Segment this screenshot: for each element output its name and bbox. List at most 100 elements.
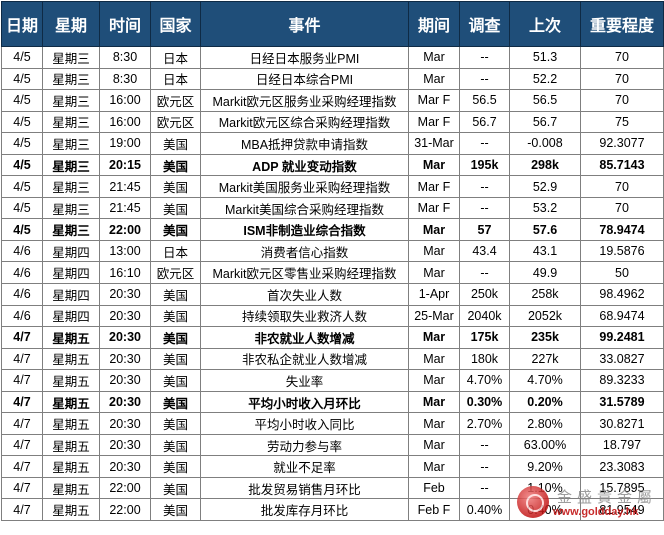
cell-event: Markit欧元区服务业采购经理指数: [200, 89, 409, 112]
cell-country: 美国: [150, 304, 201, 328]
cell-period: Mar: [408, 67, 460, 91]
cell-prior: 56.5: [509, 89, 581, 112]
cell-weekday: 星期五: [42, 326, 100, 349]
cell-weekday: 星期三: [42, 196, 100, 220]
cell-importance: 78.9474: [580, 218, 664, 241]
header-period: 期间: [408, 1, 460, 47]
cell-event: 非农就业人数增减: [200, 326, 409, 349]
cell-period: Mar: [408, 455, 460, 478]
cell-event: 批发贸易销售月环比: [200, 476, 409, 500]
cell-time: 20:30: [99, 412, 151, 435]
cell-prior: 49.9: [509, 261, 581, 285]
table-row: 4/7 星期五 20:30 美国 非农就业人数增减 Mar 175k 235k 99.2481: [1, 326, 664, 349]
cell-period: Mar: [408, 46, 460, 69]
cell-date: 4/7: [1, 455, 43, 478]
cell-survey: --: [459, 261, 510, 285]
cell-survey: 0.30%: [459, 390, 510, 414]
cell-weekday: 星期五: [42, 498, 100, 522]
cell-prior: 51.3: [509, 46, 581, 69]
cell-period: Mar: [408, 347, 460, 371]
cell-importance: 68.9474: [580, 304, 664, 328]
cell-survey: 4.70%: [459, 369, 510, 392]
cell-event: 就业不足率: [200, 455, 409, 478]
cell-date: 4/7: [1, 347, 43, 371]
cell-weekday: 星期五: [42, 476, 100, 500]
cell-weekday: 星期三: [42, 89, 100, 112]
cell-period: Mar: [408, 412, 460, 435]
cell-date: 4/7: [1, 390, 43, 414]
cell-importance: 70: [580, 196, 664, 220]
cell-event: Markit美国综合采购经理指数: [200, 196, 409, 220]
cell-importance: 33.0827: [580, 347, 664, 371]
table-row: 4/5 星期三 21:45 美国 Markit美国综合采购经理指数 Mar F -- 53.2…: [1, 196, 664, 220]
cell-weekday: 星期三: [42, 153, 100, 177]
cell-survey: --: [459, 455, 510, 478]
cell-prior: 235k: [509, 326, 581, 349]
cell-country: 美国: [150, 412, 201, 435]
table-row: 4/7 星期五 20:30 美国 平均小时收入同比 Mar 2.70% 2.80% 30.827…: [1, 412, 664, 435]
cell-survey: 56.7: [459, 110, 510, 134]
cell-importance: 23.3083: [580, 455, 664, 478]
cell-country: 美国: [150, 218, 201, 241]
cell-survey: 57: [459, 218, 510, 241]
cell-period: Feb: [408, 476, 460, 500]
cell-date: 4/7: [1, 498, 43, 522]
cell-importance: 99.2481: [580, 326, 664, 349]
cell-period: Mar F: [408, 110, 460, 134]
cell-period: Mar: [408, 239, 460, 263]
cell-country: 美国: [150, 455, 201, 478]
cell-event: 平均小时收入月环比: [200, 390, 409, 414]
cell-prior: -0.008: [509, 132, 581, 155]
cell-period: Mar F: [408, 89, 460, 112]
cell-survey: --: [459, 433, 510, 457]
cell-survey: --: [459, 476, 510, 500]
cell-date: 4/7: [1, 412, 43, 435]
cell-date: 4/5: [1, 132, 43, 155]
table-row: 4/5 星期三 22:00 美国 ISM非制造业综合指数 Mar 57 57.6 78.9474: [1, 218, 664, 241]
table-row: 4/6 星期四 20:30 美国 持续领取失业救济人数 25-Mar 2040k 2052k 6…: [1, 304, 664, 328]
table-row: 4/5 星期三 20:15 美国 ADP 就业变动指数 Mar 195k 298k 85.714…: [1, 153, 664, 177]
cell-country: 美国: [150, 347, 201, 371]
cell-importance: 30.8271: [580, 412, 664, 435]
cell-weekday: 星期五: [42, 369, 100, 392]
cell-prior: 1.10%: [509, 476, 581, 500]
cell-event: 持续领取失业救济人数: [200, 304, 409, 328]
cell-country: 美国: [150, 390, 201, 414]
table-row: 4/5 星期三 21:45 美国 Markit美国服务业采购经理指数 Mar F -- 52.…: [1, 175, 664, 198]
table-body: 4/5 星期三 8:30 日本 日经日本服务业PMI Mar -- 51.3 70 4/5 星期三 8…: [1, 46, 664, 522]
cell-importance: 85.7143: [580, 153, 664, 177]
table-row: 4/7 星期五 20:30 美国 非农私企就业人数增减 Mar 180k 227k 33.082…: [1, 347, 664, 371]
cell-prior: 227k: [509, 347, 581, 371]
cell-period: Mar: [408, 390, 460, 414]
cell-weekday: 星期三: [42, 218, 100, 241]
cell-time: 20:30: [99, 455, 151, 478]
cell-date: 4/5: [1, 175, 43, 198]
cell-time: 16:10: [99, 261, 151, 285]
cell-event: Markit美国服务业采购经理指数: [200, 175, 409, 198]
cell-date: 4/6: [1, 283, 43, 306]
header-row: 日期 星期 时间 国家 事件 期间 调查 上次 重要程度: [1, 1, 664, 47]
cell-survey: 180k: [459, 347, 510, 371]
cell-country: 美国: [150, 498, 201, 522]
cell-time: 8:30: [99, 67, 151, 91]
cell-event: 日经日本服务业PMI: [200, 46, 409, 69]
cell-weekday: 星期五: [42, 455, 100, 478]
cell-survey: 43.4: [459, 239, 510, 263]
cell-time: 22:00: [99, 498, 151, 522]
cell-survey: --: [459, 46, 510, 69]
cell-weekday: 星期四: [42, 261, 100, 285]
cell-prior: 63.00%: [509, 433, 581, 457]
cell-date: 4/6: [1, 261, 43, 285]
cell-prior: 0.40%: [509, 498, 581, 522]
cell-survey: --: [459, 132, 510, 155]
cell-weekday: 星期五: [42, 433, 100, 457]
cell-period: Mar: [408, 433, 460, 457]
cell-importance: 70: [580, 89, 664, 112]
cell-time: 13:00: [99, 239, 151, 263]
cell-weekday: 星期四: [42, 304, 100, 328]
cell-prior: 53.2: [509, 196, 581, 220]
economic-calendar-table: 日期 星期 时间 国家 事件 期间 调查 上次 重要程度 4/5 星期三 8:30 日…: [1, 1, 664, 522]
table-row: 4/6 星期四 13:00 日本 消费者信心指数 Mar 43.4 43.1 19.5876: [1, 239, 664, 263]
cell-date: 4/5: [1, 89, 43, 112]
header-country: 国家: [150, 1, 201, 47]
